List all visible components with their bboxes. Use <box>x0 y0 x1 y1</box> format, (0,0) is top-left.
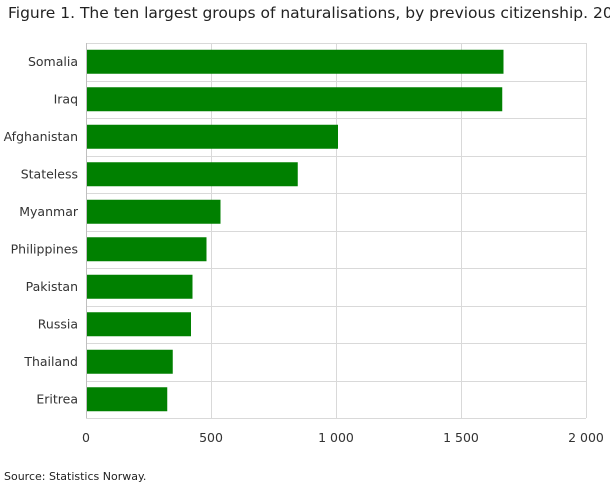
x-tick-label-1: 500 <box>199 430 223 445</box>
category-label-iraq: Iraq <box>54 91 78 106</box>
bar-myanmar <box>87 199 221 224</box>
x-tick-labels: 0 500 1 000 1 500 2 000 <box>82 430 604 445</box>
x-tick-label-4: 2 000 <box>568 430 604 445</box>
category-label-afghanistan: Afghanistan <box>4 129 78 144</box>
category-label-somalia: Somalia <box>28 54 78 69</box>
category-label-thailand: Thailand <box>23 354 78 369</box>
bar-stateless <box>87 162 298 187</box>
bar-eritrea <box>87 387 168 412</box>
bar-afghanistan <box>87 124 338 149</box>
bar-chart: Somalia Iraq Afghanistan Stateless Myanmar Ph… <box>0 38 610 458</box>
category-label-philippines: Philippines <box>11 241 78 256</box>
bar-iraq <box>87 87 503 112</box>
source-note: Source: Statistics Norway. <box>4 470 147 483</box>
chart-title: Figure 1. The ten largest groups of natu… <box>8 4 610 22</box>
bar-philippines <box>87 237 207 262</box>
category-label-myanmar: Myanmar <box>19 204 79 219</box>
category-labels: Somalia Iraq Afghanistan Stateless Myanmar Ph… <box>4 54 79 407</box>
category-label-pakistan: Pakistan <box>26 279 78 294</box>
category-label-russia: Russia <box>38 316 78 331</box>
bar-thailand <box>87 349 173 374</box>
grid-lines <box>86 43 587 419</box>
x-tick-label-0: 0 <box>82 430 90 445</box>
category-label-eritrea: Eritrea <box>36 391 78 406</box>
x-tick-label-3: 1 500 <box>443 430 479 445</box>
bar-russia <box>87 312 191 337</box>
bar-chart-svg: Somalia Iraq Afghanistan Stateless Myanmar Ph… <box>4 43 604 445</box>
bar-pakistan <box>87 274 193 299</box>
x-tick-label-2: 1 000 <box>318 430 354 445</box>
bar-somalia <box>87 49 504 74</box>
bars <box>87 49 504 412</box>
category-label-stateless: Stateless <box>21 166 78 181</box>
